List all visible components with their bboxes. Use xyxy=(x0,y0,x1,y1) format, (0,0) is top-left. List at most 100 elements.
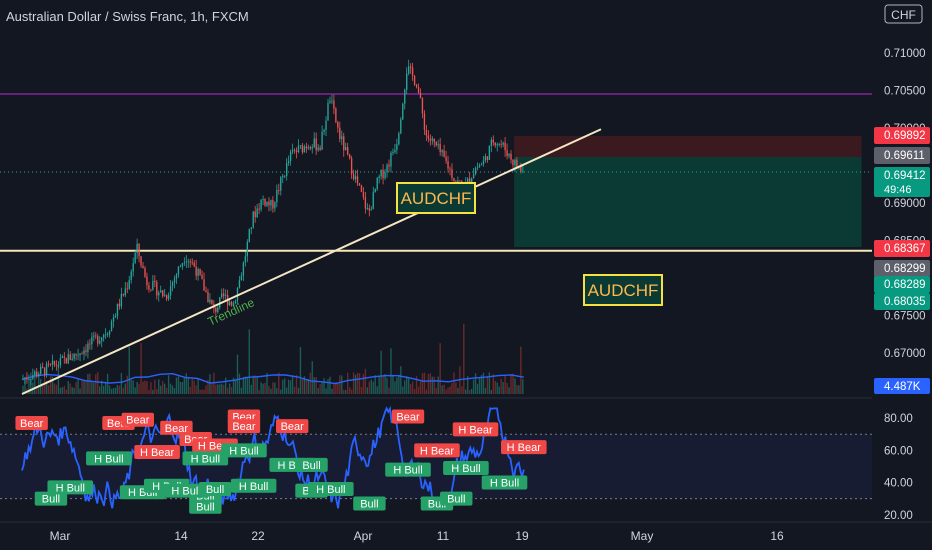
signal-label-bear[interactable]: H Bear xyxy=(501,440,547,455)
signal-label-bear[interactable]: H Bear xyxy=(134,444,180,459)
signal-label-bull[interactable]: H Bull xyxy=(385,462,431,477)
volume-bar xyxy=(43,377,46,394)
volume-bar xyxy=(380,350,382,394)
signal-label-bull[interactable]: H Bull xyxy=(86,451,132,466)
signal-label-bear[interactable]: Bear xyxy=(160,420,193,435)
candle-body xyxy=(244,256,247,263)
take-profit-zone xyxy=(514,157,862,247)
volume-bar xyxy=(323,378,325,394)
candle-body xyxy=(451,169,453,179)
candle-body xyxy=(419,92,422,99)
signal-label-text: H Bear xyxy=(458,424,493,436)
candle-body xyxy=(323,129,325,132)
price-tag-3: 0.69412 49:46 xyxy=(874,167,930,197)
volume-bar xyxy=(236,354,239,394)
candle-body xyxy=(93,335,95,337)
signal-label-bull[interactable]: H Bull xyxy=(443,461,489,476)
candle-body xyxy=(230,301,233,306)
candle-body xyxy=(313,138,315,148)
symbol-annotation-1[interactable]: AUDCHF xyxy=(396,182,476,214)
trendline-segment[interactable] xyxy=(21,128,602,395)
signal-label-bear[interactable]: H Bear xyxy=(414,443,460,458)
volume-bar xyxy=(24,379,26,394)
signal-label-bear[interactable]: Bear xyxy=(121,412,154,427)
signal-label-box xyxy=(414,443,460,458)
signal-label-bear[interactable]: Bear xyxy=(391,409,425,424)
signal-label-bull[interactable]: Bull xyxy=(34,491,68,506)
signal-label-bull[interactable]: Bull xyxy=(295,457,328,472)
signal-label-bull[interactable]: Bull xyxy=(189,499,222,514)
candle-body xyxy=(57,365,60,366)
signal-label-bull[interactable]: H Bull xyxy=(481,475,528,490)
volume-bar xyxy=(266,372,268,394)
signal-label-text: Bull xyxy=(206,484,224,496)
volume-bar xyxy=(400,366,402,394)
candle-body xyxy=(500,144,502,146)
candle-body xyxy=(429,138,432,141)
signal-label-bear[interactable]: Bear xyxy=(276,419,309,434)
candle-body xyxy=(425,129,428,136)
candle-body xyxy=(382,169,384,179)
price-tag-text: 0.68035 xyxy=(884,296,926,308)
price-axis: 0.710000.705000.700000.690000.685000.675… xyxy=(874,0,932,550)
signal-label-text: H Bull xyxy=(94,453,123,465)
signal-label-bull[interactable]: H Bull xyxy=(182,451,229,466)
candle-body xyxy=(297,145,300,152)
signal-label-bull[interactable]: H Bull xyxy=(230,478,277,493)
candle-body xyxy=(449,168,451,170)
price-candles xyxy=(22,59,524,386)
candle-body xyxy=(343,136,345,151)
signal-label-box xyxy=(198,482,232,496)
signal-label-bull[interactable]: H Bull xyxy=(163,483,209,498)
volume-bar xyxy=(187,377,189,394)
annotation-text: AUDCHF xyxy=(401,189,472,208)
volume-bar xyxy=(53,383,56,394)
signal-label-text: Bear xyxy=(20,418,44,430)
volume-bar xyxy=(307,378,310,394)
candle-body xyxy=(374,188,376,193)
signal-label-bull[interactable]: H Bull xyxy=(221,443,267,458)
signal-label-bull[interactable]: H Bull xyxy=(47,480,94,495)
price-tag-text: 0.68299 xyxy=(884,263,926,275)
candle-body xyxy=(337,121,339,128)
volume-bar xyxy=(99,386,101,394)
volume-bar xyxy=(498,386,500,394)
volume-bar xyxy=(431,376,433,394)
candle-body xyxy=(116,303,119,316)
signal-label-bear[interactable]: Bear xyxy=(15,415,48,430)
volume-tag-text: 4.487K xyxy=(884,381,921,393)
time-tick-label: 19 xyxy=(515,529,529,543)
currency-badge[interactable]: CHF xyxy=(884,4,923,24)
signal-label-bear[interactable]: Bear xyxy=(227,419,261,434)
volume-bar xyxy=(106,373,109,394)
candle-body xyxy=(350,158,353,175)
candle-body xyxy=(360,185,363,193)
candle-body xyxy=(49,364,52,366)
signal-label-bull[interactable]: Bull xyxy=(440,491,473,506)
signal-label-bear[interactable]: H Bear xyxy=(452,422,499,437)
candle-body xyxy=(278,189,280,191)
candle-body xyxy=(415,84,418,88)
signal-label-bull[interactable]: Bull xyxy=(353,496,386,511)
volume-bars xyxy=(21,323,524,394)
volume-bar xyxy=(51,376,54,394)
candle-body xyxy=(472,174,475,179)
signal-label-bull[interactable]: Bull xyxy=(198,482,232,496)
signal-label-box xyxy=(440,491,473,506)
price-tag-2: 0.69611 xyxy=(874,147,930,164)
time-axis: Mar 14 22 Apr 11 19 May 16 xyxy=(0,521,932,543)
candle-body xyxy=(439,144,441,153)
volume-bar xyxy=(61,387,64,394)
signal-label-bull[interactable]: H Bull xyxy=(308,482,354,496)
signal-label-text: H Bear xyxy=(420,445,455,457)
volume-bar xyxy=(47,385,50,394)
candle-body xyxy=(417,87,420,93)
volume-bar xyxy=(516,385,518,394)
signal-label-box xyxy=(15,415,48,430)
candle-body xyxy=(89,343,91,345)
candle-body xyxy=(484,156,487,161)
volume-bar xyxy=(303,376,306,394)
candle-body xyxy=(409,66,412,68)
symbol-annotation-2[interactable]: AUDCHF xyxy=(583,274,663,306)
